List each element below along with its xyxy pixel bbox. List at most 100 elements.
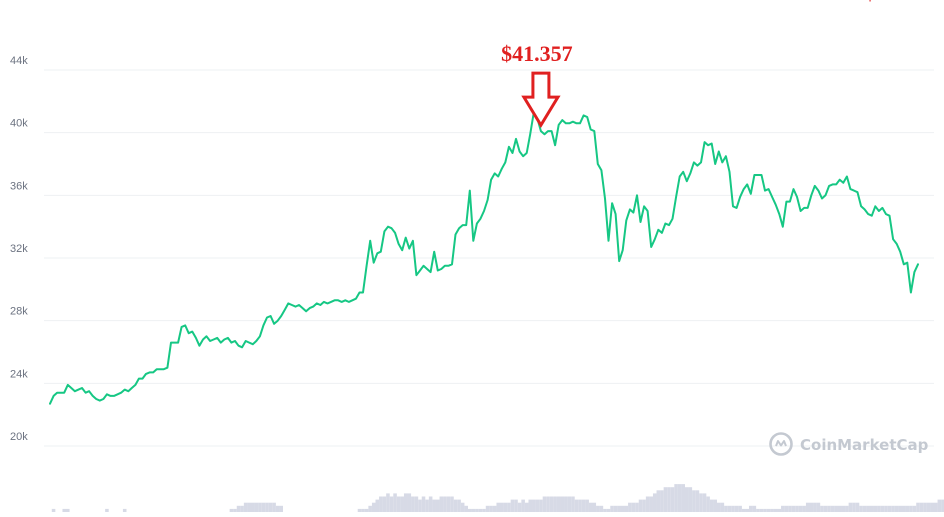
volume-bar <box>532 499 536 512</box>
peak-price-label: $41.357 <box>501 41 573 66</box>
volume-bar <box>759 508 764 512</box>
volume-bar <box>827 505 831 512</box>
volume-bar <box>905 505 910 512</box>
volume-bar <box>528 499 533 512</box>
volume-bar <box>894 505 899 512</box>
volume-bar <box>233 508 237 512</box>
volume-bar <box>240 505 244 512</box>
volume-bar <box>624 505 629 512</box>
volume-bar <box>898 505 902 512</box>
volume-bars <box>51 484 944 512</box>
volume-bar <box>617 505 621 512</box>
volume-bar <box>877 505 881 512</box>
volume-bar <box>635 502 639 512</box>
volume-bar <box>432 499 436 512</box>
volume-bar <box>585 499 589 512</box>
volume-bar <box>542 496 547 512</box>
volume-bar <box>478 508 483 512</box>
volume-bar <box>909 505 913 512</box>
volume-bar <box>588 502 593 512</box>
volume-bar <box>578 499 582 512</box>
volume-bar <box>407 493 412 512</box>
volume-bar <box>275 505 280 512</box>
volume-bar <box>62 508 67 512</box>
volume-bar <box>795 505 799 512</box>
volume-bar <box>941 499 944 512</box>
volume-bar <box>606 508 611 512</box>
volume-bar <box>261 502 266 512</box>
volume-bar <box>766 508 771 512</box>
volume-bar <box>421 496 426 512</box>
volume-bar <box>620 505 625 512</box>
volume-bar <box>357 508 362 512</box>
volume-bar <box>798 505 803 512</box>
volume-bar <box>414 496 419 512</box>
volume-bar <box>272 502 276 512</box>
volume-bar <box>507 502 511 512</box>
volume-bar <box>820 505 824 512</box>
volume-bar <box>645 496 650 512</box>
volume-bar <box>841 505 846 512</box>
volume-bar <box>66 508 70 512</box>
volume-bar <box>784 505 789 512</box>
gridlines <box>44 69 934 447</box>
volume-bar <box>439 496 444 512</box>
volume-bar <box>514 499 518 512</box>
volume-bar <box>873 505 878 512</box>
volume-bar <box>656 490 661 512</box>
volume-bar <box>891 505 895 512</box>
y-tick-label: 28k <box>10 306 28 318</box>
volume-bar <box>592 502 597 512</box>
volume-bar <box>717 502 721 512</box>
volume-bar <box>564 496 568 512</box>
volume-bar <box>816 502 821 512</box>
volume-bar <box>403 493 408 512</box>
volume-bar <box>724 505 728 512</box>
volume-bar <box>279 505 284 512</box>
volume-bar <box>546 496 550 512</box>
volume-bar <box>919 502 924 512</box>
volume-bar <box>567 496 572 512</box>
volume-bar <box>852 502 856 512</box>
volume-bar <box>834 505 838 512</box>
y-axis-ticks: 20k 24k 28k 32k 36k 40k 44k <box>10 55 28 443</box>
down-arrow-icon <box>521 71 561 128</box>
volume-bar <box>734 505 739 512</box>
volume-bar <box>535 499 540 512</box>
volume-bar <box>667 487 671 512</box>
volume-bar <box>549 496 554 512</box>
volume-bar <box>866 505 870 512</box>
volume-bar <box>482 508 486 512</box>
y-tick-label: 36k <box>10 180 28 192</box>
volume-bar <box>937 499 942 512</box>
volume-bar <box>375 499 380 512</box>
volume-bar <box>770 508 774 512</box>
volume-bar <box>749 505 753 512</box>
volume-bar <box>503 502 508 512</box>
volume-bar <box>418 499 422 512</box>
volume-bar <box>229 508 234 512</box>
volume-bar <box>425 499 429 512</box>
volume-bar <box>489 505 493 512</box>
volume-bar <box>265 502 269 512</box>
volume-bar <box>688 487 693 512</box>
volume-bar <box>613 505 618 512</box>
volume-bar <box>105 508 109 512</box>
watermark: CoinMarketCap <box>769 432 929 456</box>
volume-bar <box>763 508 767 512</box>
volume-bar <box>539 499 543 512</box>
volume-bar <box>122 508 127 512</box>
volume-bar <box>713 499 718 512</box>
volume-bar <box>250 502 255 512</box>
volume-bar <box>450 496 454 512</box>
volume-bar <box>464 505 468 512</box>
volume-bar <box>51 508 56 512</box>
volume-bar <box>386 493 390 512</box>
watermark-text: CoinMarketCap <box>800 436 929 454</box>
volume-bar <box>524 502 529 512</box>
volume-bar <box>517 502 522 512</box>
y-tick-label: 44k <box>10 55 28 67</box>
volume-bar <box>862 505 867 512</box>
low-price-label: $29.773 <box>865 0 937 5</box>
